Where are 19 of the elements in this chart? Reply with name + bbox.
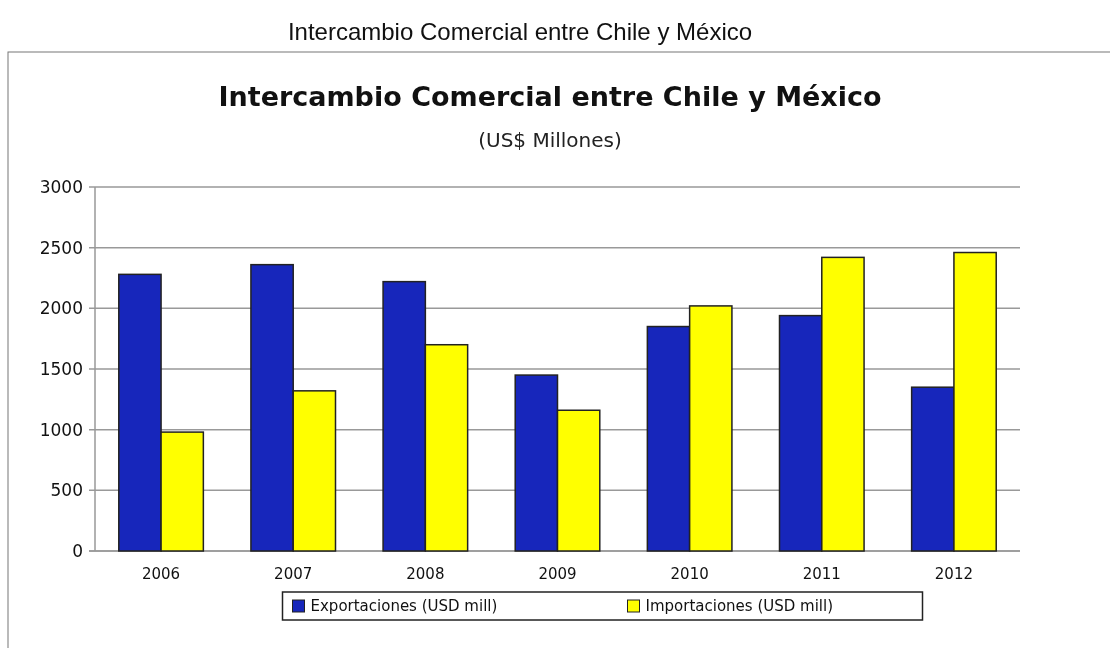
legend-label: Importaciones (USD mill) (645, 597, 834, 616)
x-tick-label: 2007 (274, 565, 313, 583)
y-tick-label: 500 (50, 480, 83, 501)
x-tick-label: 2008 (406, 565, 445, 583)
y-tick-label: 1500 (39, 358, 83, 379)
x-tick-label: 2011 (802, 565, 841, 583)
y-tick-label: 3000 (39, 176, 83, 197)
y-tick-label: 2000 (39, 298, 83, 319)
chart-subtitle: (US$ Millones) (478, 128, 622, 152)
legend-label: Exportaciones (USD mill) (310, 597, 498, 616)
x-tick-label: 2012 (934, 565, 974, 583)
x-tick-label: 2010 (670, 565, 709, 583)
x-tick-label: 2009 (538, 565, 577, 583)
x-tick-label: 2006 (141, 565, 181, 583)
chart-title: Intercambio Comercial entre Chile y México (218, 81, 882, 112)
text: Intercambio Comercial entre Chile y México (287, 18, 753, 45)
y-tick-label: 1000 (39, 419, 83, 440)
y-tick-label: 2500 (39, 237, 83, 258)
y-tick-label: 0 (72, 540, 83, 561)
